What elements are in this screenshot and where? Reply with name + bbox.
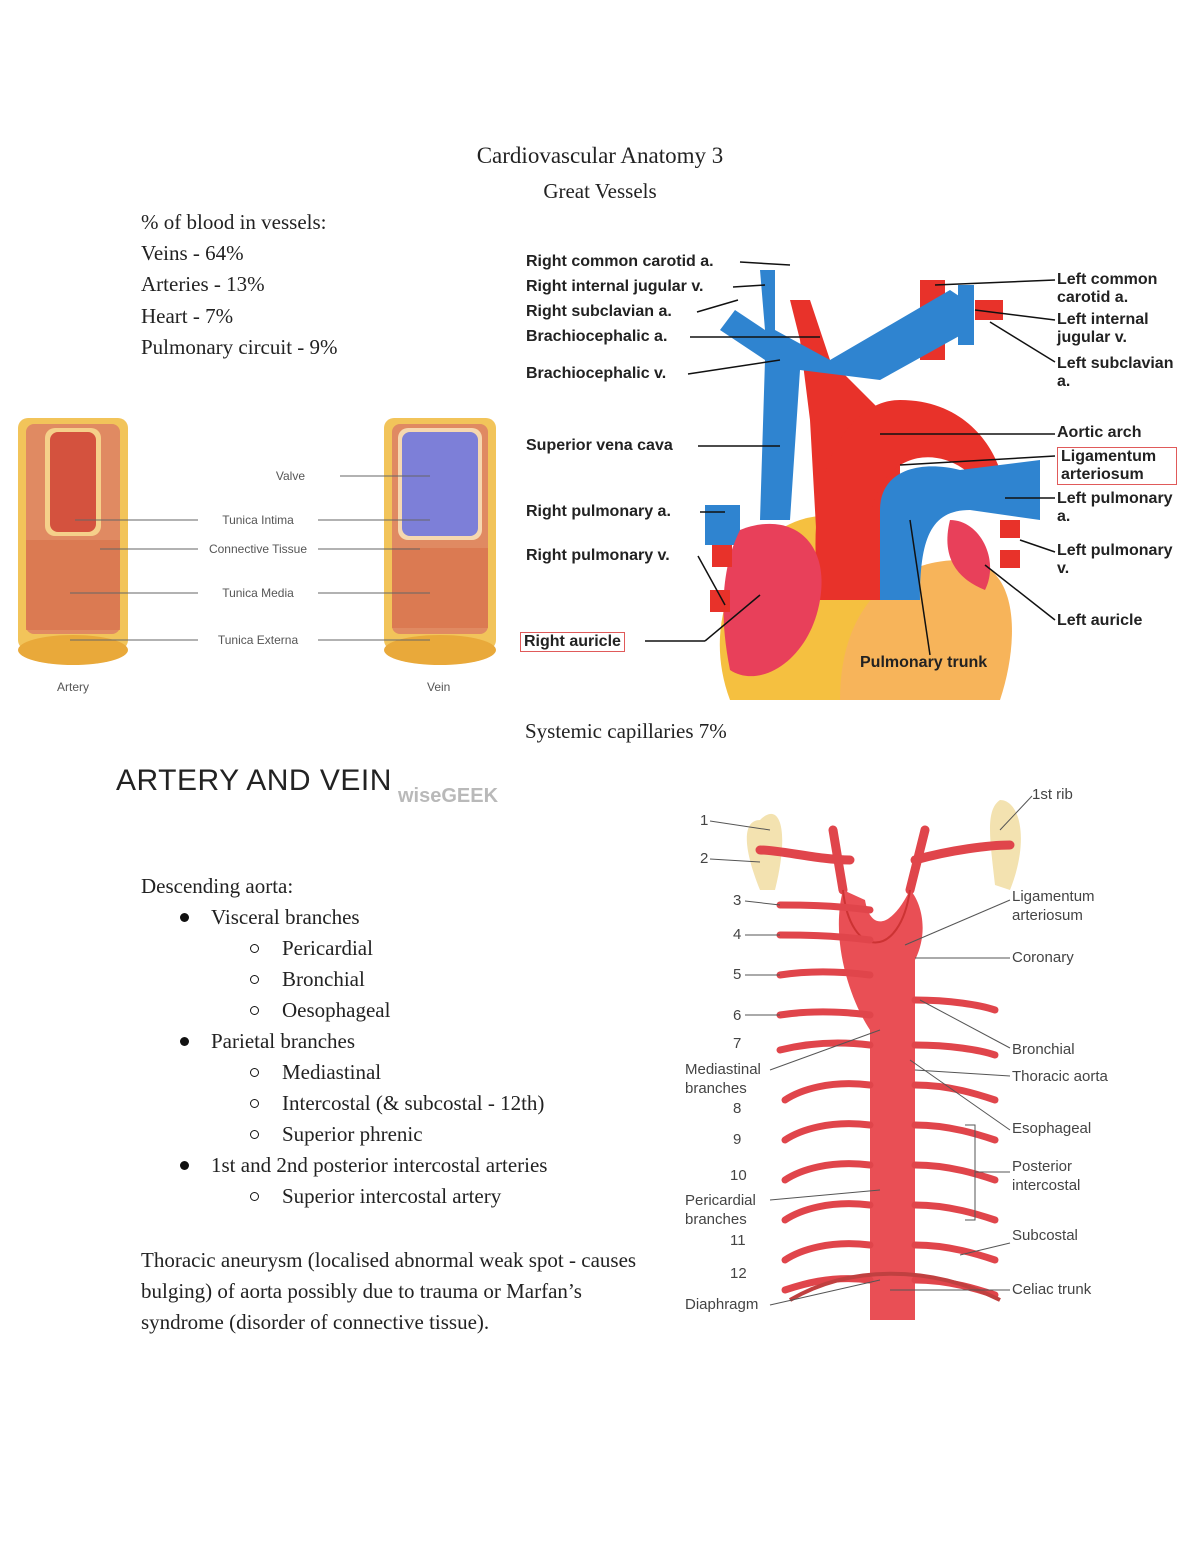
list-heading: % of blood in vessels: <box>141 210 327 234</box>
figure-caption: Artery <box>54 680 93 694</box>
sub-list-item: Intercostal (& subcostal - 12th) <box>282 1091 545 1115</box>
figure-label: Pericardial branches <box>685 1192 756 1228</box>
bullet <box>180 913 189 922</box>
aorta-illustration <box>709 795 1033 1320</box>
figure-label: Left internal jugular v. <box>1057 311 1149 346</box>
figure-number: 3 <box>733 892 742 909</box>
sub-list-item: Superior phrenic <box>282 1122 423 1146</box>
figure-label: Celiac trunk <box>1012 1281 1092 1298</box>
figure-number: 8 <box>733 1100 742 1117</box>
figure-label: Right common carotid a. <box>526 253 714 270</box>
sub-list-item: Bronchial <box>282 967 365 991</box>
list-item: Visceral branches <box>211 905 360 929</box>
figure-label: Brachiocephalic v. <box>526 365 667 382</box>
figure-label: Coronary <box>1012 949 1074 966</box>
figure-label: Left pulmonary v. <box>1057 542 1173 577</box>
figure-label: Brachiocephalic a. <box>526 328 668 345</box>
figure-label: Right auricle <box>520 632 625 652</box>
figure-label: Pulmonary trunk <box>860 654 988 671</box>
watermark: wiseGEEK <box>398 785 499 807</box>
list-item: Arteries - 13% <box>141 272 265 297</box>
figure-label: 1st rib <box>1032 786 1073 803</box>
sub-bullet <box>250 1068 259 1077</box>
list-item: Parietal branches <box>211 1029 356 1053</box>
figure-label: Tunica Media <box>198 586 318 600</box>
sub-list-item: Oesophageal <box>282 998 391 1022</box>
figure-number: 11 <box>730 1232 746 1249</box>
title: Cardiovascular Anatomy 3 <box>476 143 724 168</box>
figure-label: Tunica Externa <box>198 633 318 647</box>
list-item: Veins - 64% <box>141 241 244 265</box>
figure-number: 4 <box>733 926 742 943</box>
banner: ARTERY AND VEIN <box>116 764 392 797</box>
sub-list-item: Pericardial <box>282 936 373 960</box>
figure-label: Diaphragm <box>685 1296 759 1313</box>
bullet <box>180 1161 189 1170</box>
figure-label: Posterior intercostal <box>1012 1158 1081 1194</box>
note: Systemic capillaries 7% <box>525 719 727 743</box>
figure-label: Left common carotid a. <box>1057 271 1158 306</box>
list-item: Pulmonary circuit - 9% <box>141 334 338 359</box>
figure-label: Aortic arch <box>1057 424 1142 441</box>
figure-number: 6 <box>733 1007 742 1024</box>
list-item: Heart - 7% <box>141 303 234 328</box>
figure-label: Esophageal <box>1012 1120 1092 1137</box>
sub-bullet <box>250 944 259 953</box>
figure-label: Left pulmonary a. <box>1057 490 1173 525</box>
bullet <box>180 1037 189 1046</box>
figure-number: 10 <box>730 1167 747 1184</box>
subtitle: Great Vessels <box>543 179 657 203</box>
figure-label: Tunica Intima <box>198 513 318 527</box>
figure-label: Right internal jugular v. <box>526 278 704 295</box>
artery-vein-illustration <box>18 418 496 665</box>
sub-list-item: Mediastinal <box>282 1060 382 1084</box>
figure-label: Subcostal <box>1012 1227 1078 1244</box>
figure-label: Connective Tissue <box>198 542 318 556</box>
sub-bullet <box>250 975 259 984</box>
figure-label: Valve <box>265 469 305 483</box>
sub-bullet <box>250 1130 259 1139</box>
figure-label: Superior vena cava <box>526 437 673 454</box>
list-item: 1st and 2nd posterior intercostal arteri… <box>211 1153 548 1177</box>
sub-bullet <box>250 1192 259 1201</box>
figure-caption: Vein <box>424 680 454 694</box>
figure-number: 2 <box>700 850 709 867</box>
figure-label: Ligamentum arteriosum <box>1012 888 1095 924</box>
figure-number: 12 <box>730 1265 747 1282</box>
figure-label: Thoracic aorta <box>1012 1068 1108 1085</box>
figure-number: 5 <box>733 966 742 983</box>
figure-label: Mediastinal branches <box>685 1061 761 1097</box>
sub-bullet <box>250 1006 259 1015</box>
figure-number: 9 <box>733 1131 742 1148</box>
figure-label: Right pulmonary v. <box>526 547 670 564</box>
sub-bullet <box>250 1099 259 1108</box>
list-heading: Descending aorta: <box>141 874 294 898</box>
figure-label: Ligamentum arteriosum <box>1057 447 1177 485</box>
figure-label: Left subclavian a. <box>1057 355 1174 390</box>
figure-label: Bronchial <box>1012 1041 1075 1058</box>
figure-label: Left auricle <box>1057 612 1143 629</box>
figure-number: 7 <box>733 1035 742 1052</box>
great-vessels-illustration <box>645 261 1056 700</box>
sub-list-item: Superior intercostal artery <box>282 1184 502 1208</box>
figure-label: Right subclavian a. <box>526 303 672 320</box>
paragraph: Thoracic aneurysm (localised abnormal we… <box>141 1248 637 1334</box>
figure-number: 1 <box>700 812 709 829</box>
figure-label: Right pulmonary a. <box>526 503 671 520</box>
